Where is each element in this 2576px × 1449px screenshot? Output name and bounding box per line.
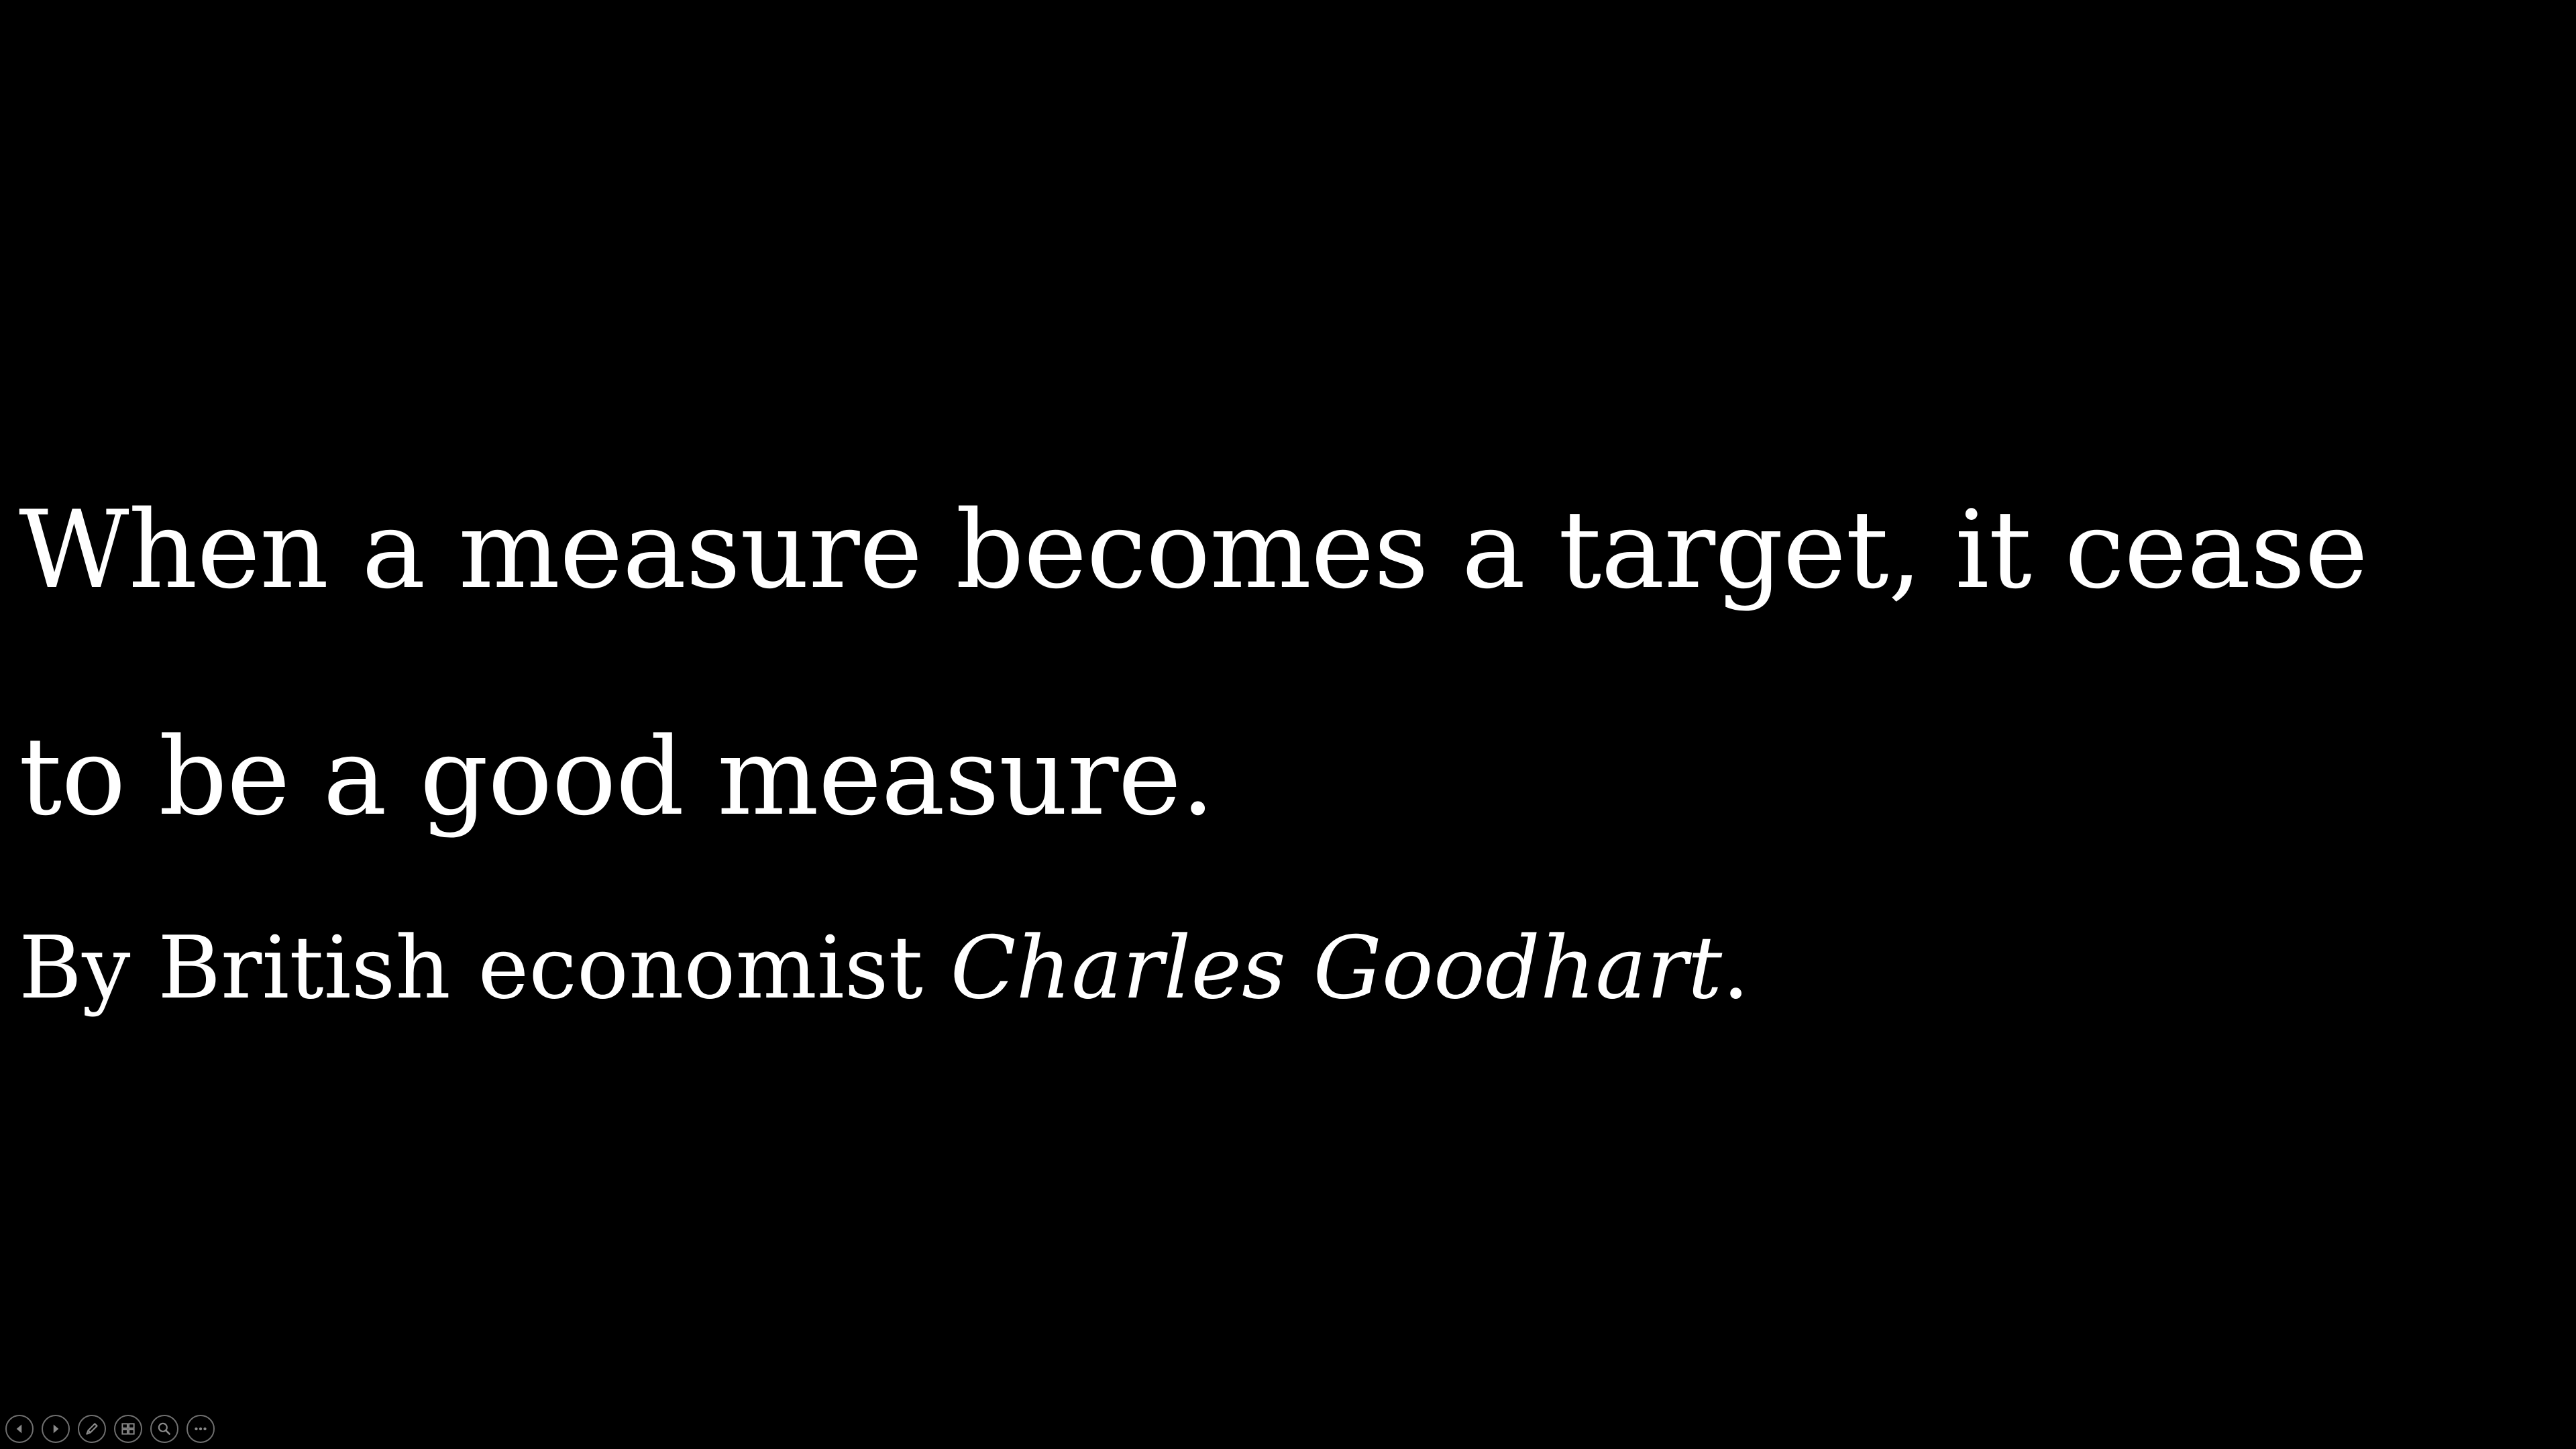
attribution: By British economist Charles Goodhart.	[19, 926, 1750, 1012]
attribution-author-name: Charles Goodhart	[950, 918, 1723, 1018]
zoom-button[interactable]	[150, 1415, 178, 1443]
attribution-suffix: .	[1722, 918, 1750, 1018]
previous-slide-button[interactable]	[5, 1415, 34, 1443]
slides-grid-icon	[121, 1423, 135, 1435]
more-icon	[195, 1427, 207, 1431]
pen-tool-button[interactable]	[78, 1415, 106, 1443]
pen-icon	[86, 1423, 98, 1435]
arrow-left-icon	[16, 1424, 22, 1434]
magnifier-icon	[158, 1422, 170, 1435]
slideshow-controls	[5, 1414, 215, 1444]
more-options-button[interactable]	[186, 1415, 215, 1443]
next-slide-button[interactable]	[42, 1415, 70, 1443]
quote-line-2: to be a good measure.	[19, 714, 1215, 839]
attribution-prefix: By British economist	[19, 918, 951, 1018]
see-all-slides-button[interactable]	[114, 1415, 142, 1443]
arrow-right-icon	[53, 1424, 59, 1434]
quote-line-1: When a measure becomes a target, it ceas…	[19, 487, 2368, 612]
